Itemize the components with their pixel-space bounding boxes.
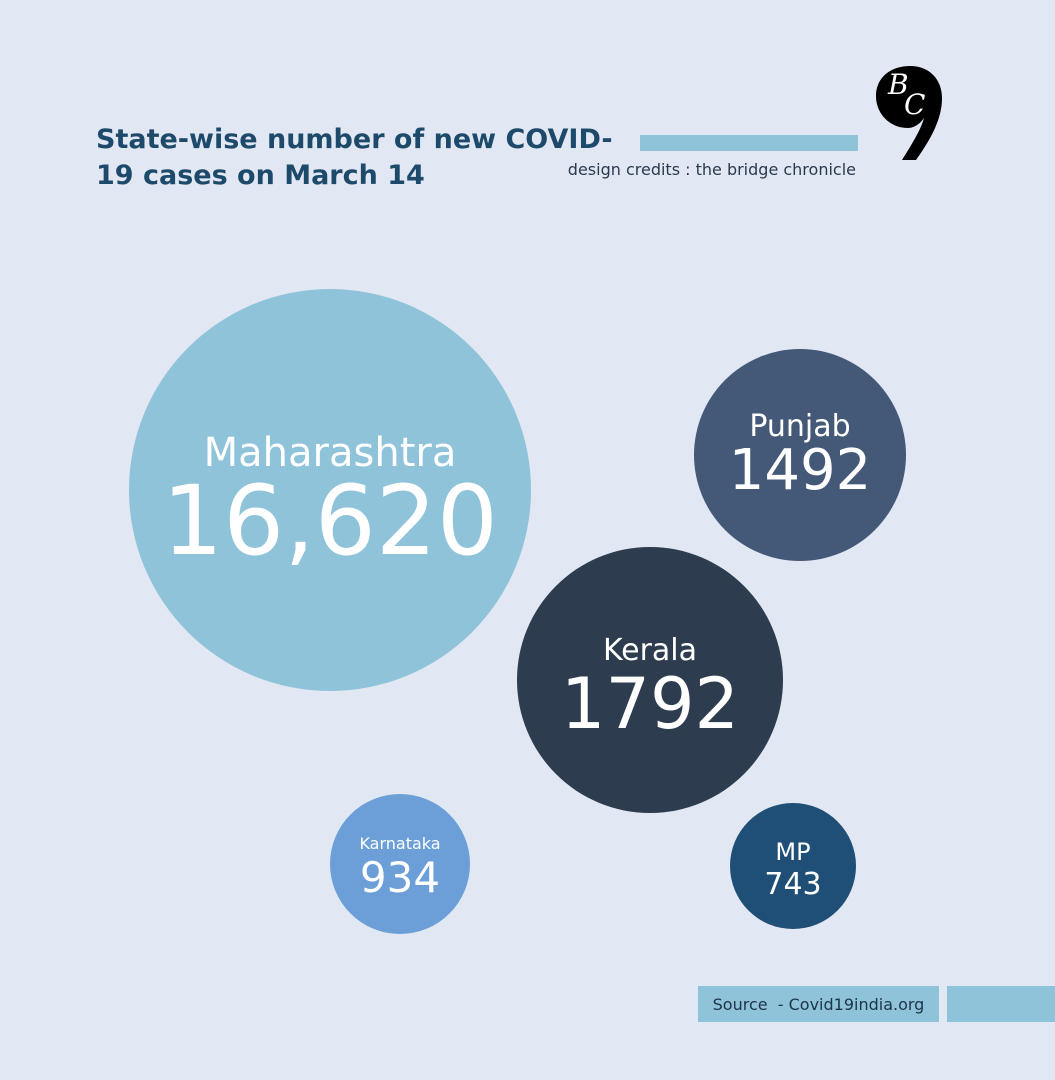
bubble-circle — [730, 803, 856, 929]
bridge-chronicle-logo: B C — [876, 66, 942, 160]
bubble-circle — [330, 794, 470, 934]
logo-letter-c: C — [904, 88, 925, 121]
bubble-state-label: Kerala — [603, 633, 697, 668]
bubble-state-label: MP — [775, 838, 810, 866]
bubble-state-label: Karnataka — [359, 834, 440, 853]
bubble-circle — [129, 289, 531, 691]
bubble-value-label: 1792 — [561, 663, 739, 745]
bubble-state-label: Punjab — [749, 409, 850, 444]
logo-letter-b: B — [887, 68, 909, 101]
design-credits: design credits : the bridge chronicle — [567, 160, 856, 179]
bubble-state-label: Maharashtra — [204, 430, 457, 476]
bubble-value-label: 1492 — [729, 438, 872, 503]
title-accent-bar — [640, 135, 858, 151]
source-accent-bar — [947, 986, 1055, 1022]
bubble-value-label: 16,620 — [162, 465, 498, 577]
bubble-value-label: 743 — [764, 867, 821, 902]
source-label: Source - Covid19india.org — [698, 986, 939, 1022]
bubble-circle — [694, 349, 906, 561]
chart-title: State-wise number of new COVID-19 cases … — [96, 124, 613, 191]
bubble-value-label: 934 — [360, 853, 440, 902]
bubble-circle — [517, 547, 783, 813]
